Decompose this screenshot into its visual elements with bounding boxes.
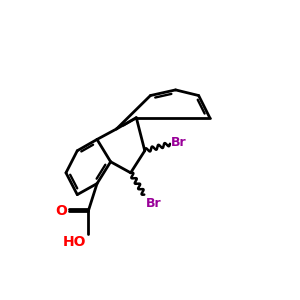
- Text: Br: Br: [171, 136, 187, 149]
- Text: O: O: [56, 204, 68, 218]
- Text: HO: HO: [62, 235, 86, 249]
- Text: Br: Br: [146, 197, 161, 210]
